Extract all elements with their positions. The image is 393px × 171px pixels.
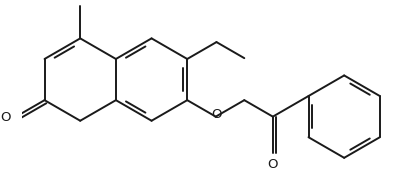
Text: O: O (211, 108, 222, 121)
Text: O: O (0, 111, 10, 124)
Text: O: O (268, 157, 278, 170)
